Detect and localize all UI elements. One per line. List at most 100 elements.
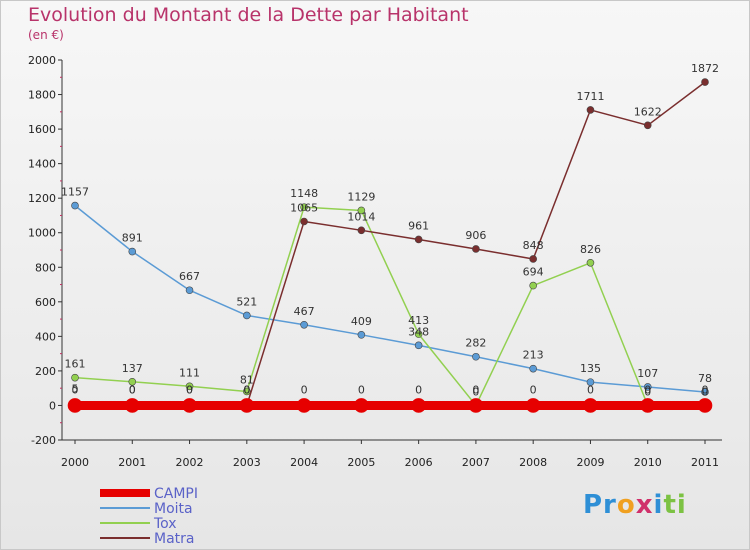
y-tick-label-2: 200 <box>35 365 56 378</box>
y-tick-label-9: 1600 <box>28 123 56 136</box>
data-label-tox-2006: 413 <box>408 314 429 327</box>
x-tick-label-5: 2005 <box>347 456 375 469</box>
point-moita-2004 <box>300 320 308 329</box>
point-moita-2008 <box>529 364 537 373</box>
y-tick-label-5: 800 <box>35 261 56 274</box>
data-label-matra-2003: 0 <box>243 383 250 396</box>
data-label-campi-2001: 0 <box>129 383 136 396</box>
series-line-moita <box>74 205 706 393</box>
point-campi-2000 <box>67 398 83 413</box>
point-moita-2006 <box>414 341 423 350</box>
point-campi-2007 <box>468 398 484 413</box>
data-label-matra-2000: 5 <box>72 383 79 396</box>
point-tox-2009 <box>586 258 595 267</box>
x-tick-label-4: 2004 <box>290 456 318 469</box>
data-label-tox-2001: 137 <box>122 362 143 375</box>
x-tick-label-8: 2008 <box>519 456 547 469</box>
data-label-moita-2008: 213 <box>523 349 544 362</box>
x-tick-label-3: 2003 <box>233 456 261 469</box>
data-label-campi-2003: 0 <box>243 383 250 396</box>
y-tick-label-1: 0 <box>49 399 56 412</box>
data-label-moita-2003: 521 <box>236 295 257 308</box>
data-label-campi-2010: 0 <box>644 383 651 396</box>
data-label-campi-2002: 0 <box>186 383 193 396</box>
point-tox-2004 <box>300 203 308 211</box>
y-tick-label-6: 1000 <box>28 227 56 240</box>
point-tox-2003 <box>243 387 251 396</box>
y-tick-label-0: -200 <box>31 434 56 447</box>
point-moita-2000 <box>71 201 79 210</box>
point-matra-2005 <box>357 226 366 235</box>
legend-label-moita: Moita <box>154 501 193 517</box>
data-label-matra-2004: 1065 <box>290 202 318 215</box>
data-label-matra-2010: 1622 <box>634 105 662 118</box>
data-label-matra-2011: 1872 <box>691 62 719 75</box>
point-moita-2011 <box>701 388 709 396</box>
data-label-matra-2009: 1711 <box>576 90 604 103</box>
data-label-tox-2009: 826 <box>580 243 601 256</box>
data-label-matra-2002: 0 <box>186 383 193 396</box>
data-label-moita-2000: 1157 <box>61 186 89 199</box>
point-campi-2001 <box>124 398 140 413</box>
point-campi-2009 <box>583 398 598 413</box>
data-label-campi-2005: 0 <box>358 383 365 396</box>
point-campi-2003 <box>239 398 255 413</box>
data-label-campi-2006: 0 <box>415 383 422 396</box>
point-moita-2010 <box>643 383 652 391</box>
point-matra-2006 <box>414 235 423 244</box>
chart-unit: (en €) <box>28 28 64 42</box>
data-label-moita-2007: 282 <box>465 337 486 350</box>
logo-part-2: o <box>616 490 636 520</box>
legend-label-matra: Matra <box>154 531 194 547</box>
point-moita-2003 <box>243 311 251 320</box>
data-label-moita-2001: 891 <box>122 232 143 245</box>
point-tox-2002 <box>185 382 194 391</box>
point-campi-2008 <box>525 398 541 413</box>
y-tick-label-7: 1200 <box>28 192 56 205</box>
point-matra-2007 <box>472 245 480 253</box>
data-label-matra-2008: 848 <box>523 239 544 252</box>
data-label-campi-2004: 0 <box>301 383 308 396</box>
y-tick-label-10: 1800 <box>28 89 56 102</box>
point-campi-2004 <box>296 398 312 413</box>
data-label-tox-2007: 0 <box>472 385 479 398</box>
data-label-matra-2001: 0 <box>129 383 136 396</box>
data-label-tox-2000: 161 <box>65 358 86 371</box>
x-tick-label-0: 2000 <box>61 456 89 469</box>
point-campi-2002 <box>182 398 197 413</box>
data-label-moita-2010: 107 <box>637 367 658 380</box>
data-label-tox-2003: 81 <box>240 373 254 386</box>
logo-part-4: i <box>653 490 664 520</box>
y-tick-label-8: 1400 <box>28 158 56 171</box>
proxiti-logo: Proxiti <box>583 490 687 520</box>
point-moita-2001 <box>128 247 137 256</box>
data-label-campi-2000: 0 <box>72 383 79 396</box>
data-label-tox-2011: 0 <box>702 385 709 398</box>
chart-title: Evolution du Montant de la Dette par Hab… <box>28 4 469 26</box>
point-campi-2006 <box>411 398 426 413</box>
data-label-tox-2004: 1148 <box>290 187 318 200</box>
point-tox-2005 <box>357 206 366 215</box>
point-campi-2010 <box>640 398 656 413</box>
data-label-moita-2005: 409 <box>351 315 372 328</box>
data-label-campi-2007: 0 <box>472 383 479 396</box>
series-line-matra <box>74 81 706 407</box>
data-label-tox-2002: 111 <box>179 366 200 379</box>
x-tick-label-2: 2002 <box>176 456 204 469</box>
y-tick-label-3: 400 <box>35 330 56 343</box>
x-tick-label-1: 2001 <box>118 456 146 469</box>
point-matra-2008 <box>529 255 537 263</box>
point-campi-2011 <box>697 398 713 413</box>
logo-part-5: ti <box>663 490 687 520</box>
legend-label-tox: Tox <box>153 516 177 532</box>
logo-part-3: x <box>635 490 654 520</box>
point-matra-2011 <box>701 78 709 86</box>
x-tick-label-11: 2011 <box>691 456 719 469</box>
data-label-campi-2009: 0 <box>587 383 594 396</box>
x-tick-label-9: 2009 <box>576 456 604 469</box>
y-tick-label-11: 2000 <box>28 54 56 67</box>
data-label-tox-2010: 0 <box>644 385 651 398</box>
y-tick-label-4: 600 <box>35 296 56 309</box>
